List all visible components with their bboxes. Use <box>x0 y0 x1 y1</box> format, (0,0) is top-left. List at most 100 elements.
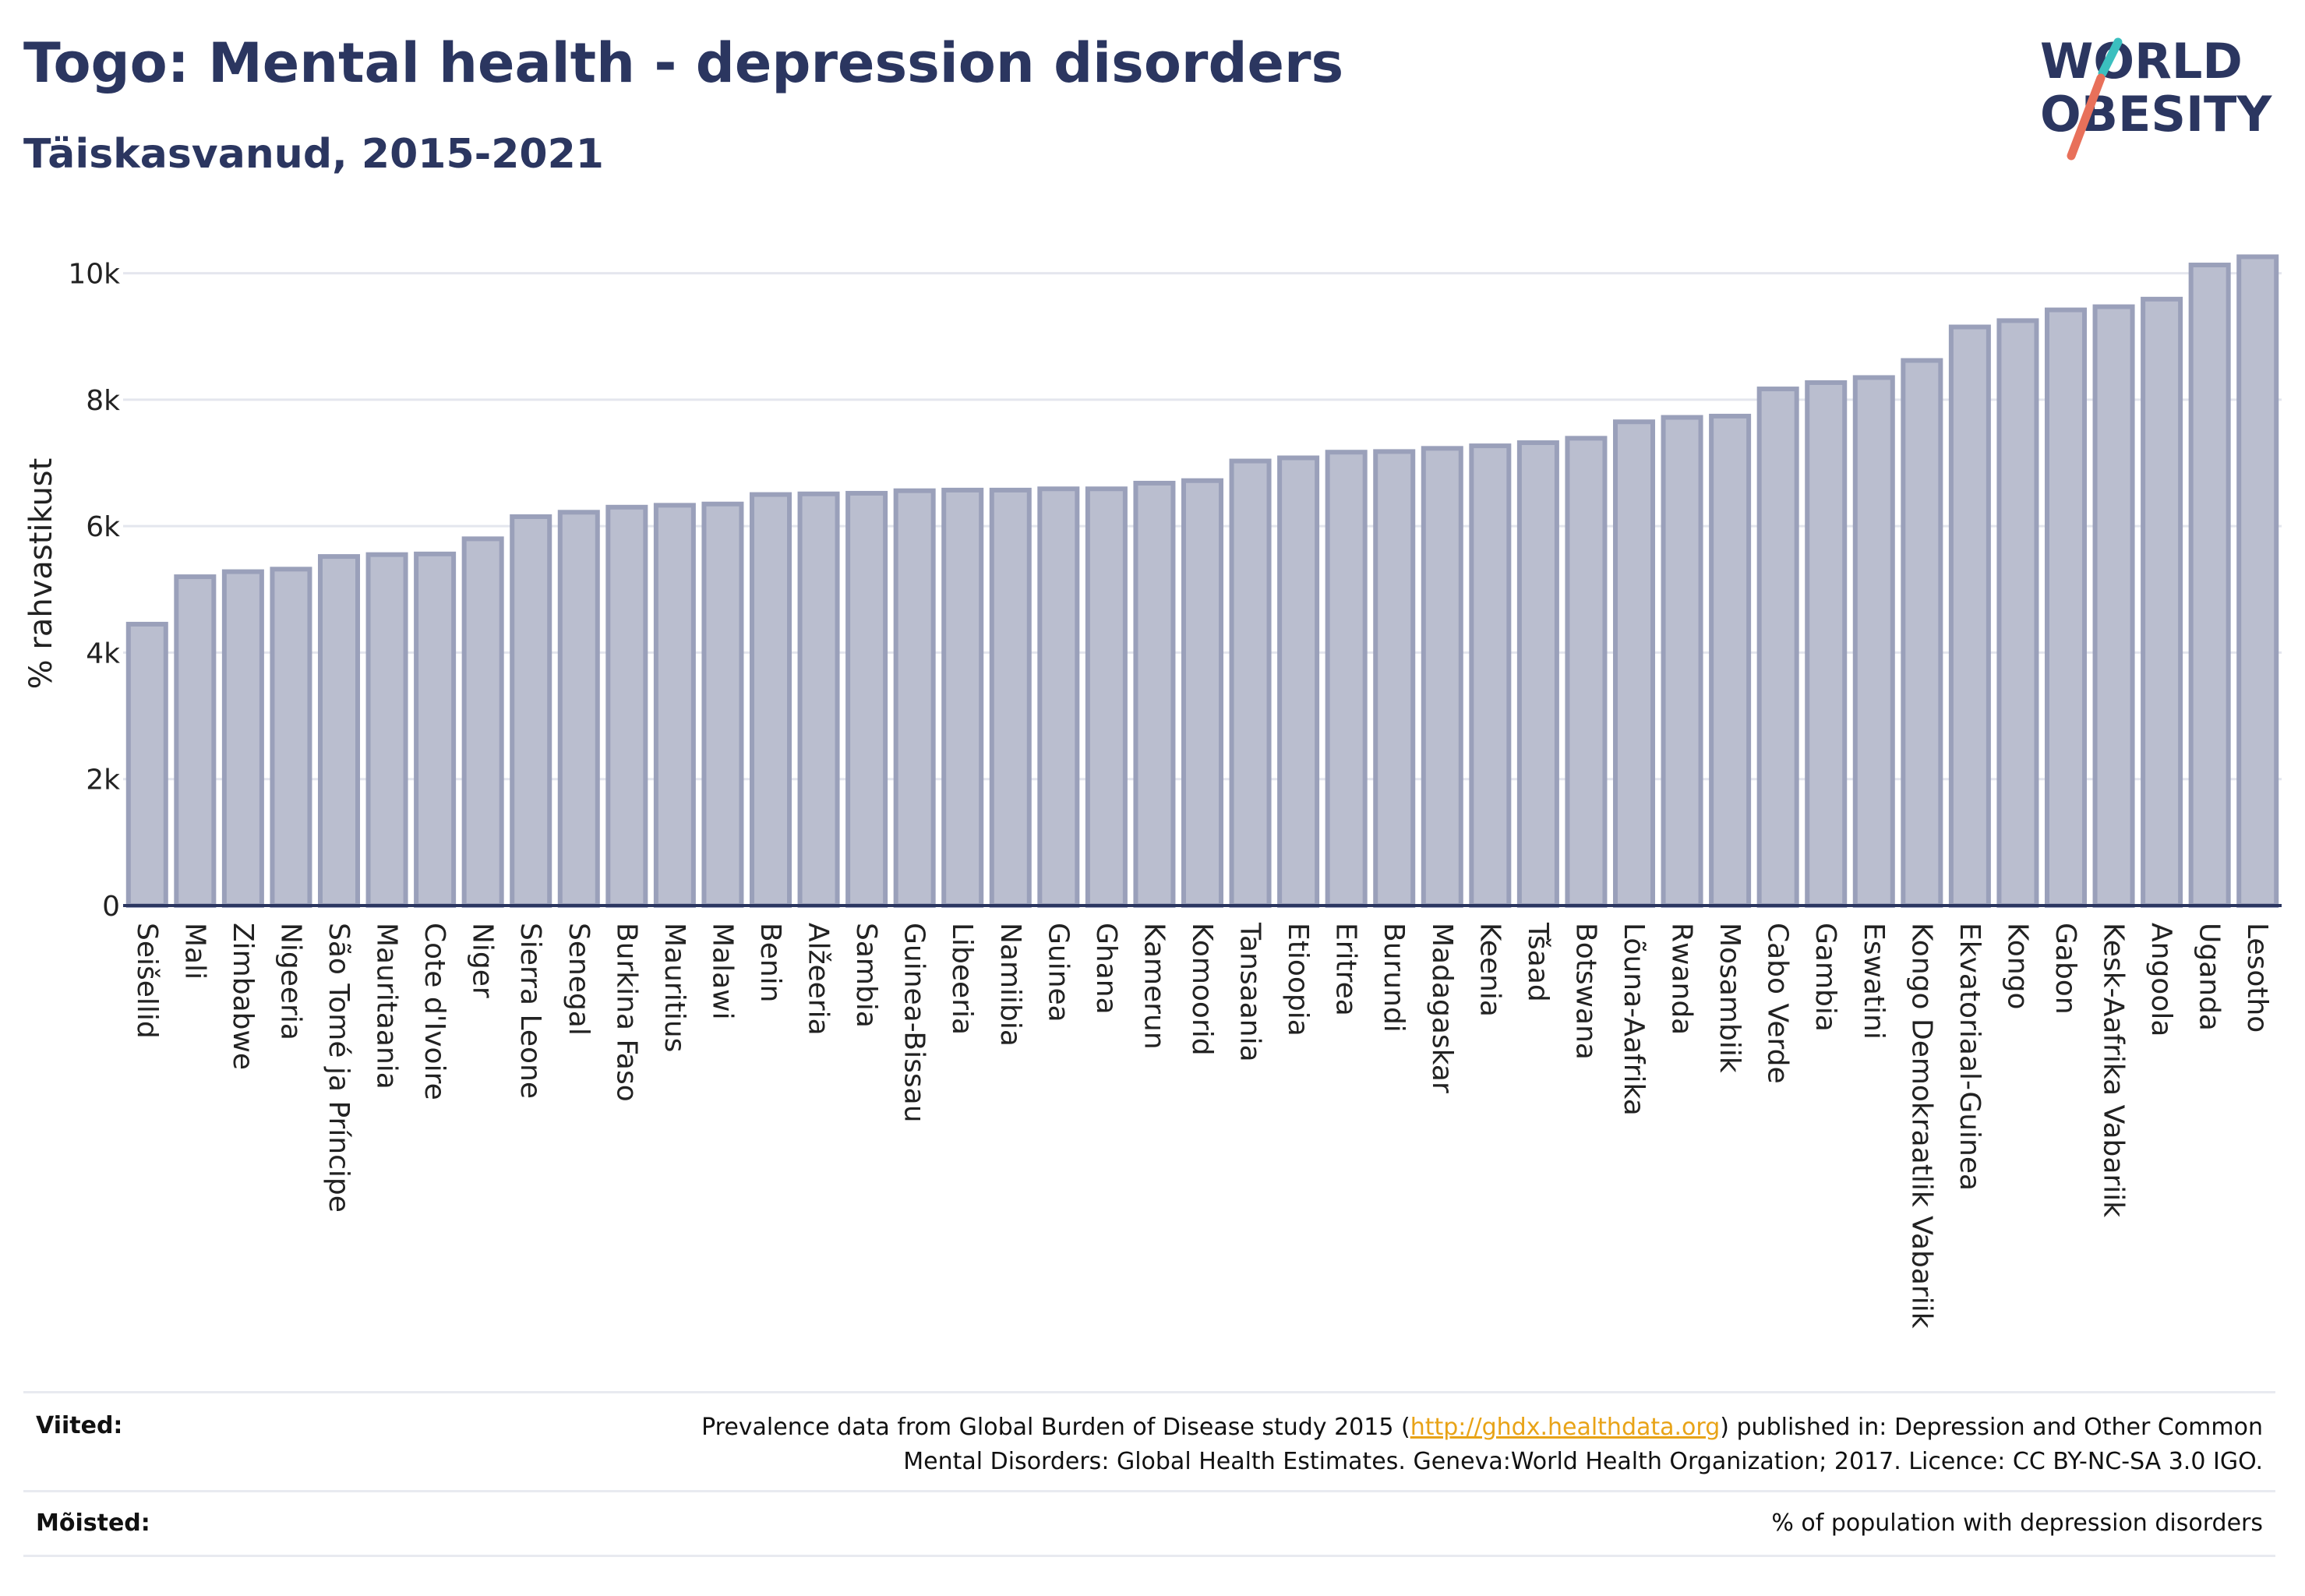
x-category-label: Rwanda <box>1666 923 1698 1035</box>
definitions-row: Mõisted: % of population with depression… <box>23 1490 2275 1557</box>
bar[interactable] <box>1805 380 1848 909</box>
footer: Viited: Prevalence data from Global Burd… <box>23 1391 2275 1557</box>
bar[interactable] <box>1948 324 1991 908</box>
bar[interactable] <box>414 551 457 908</box>
references-row: Viited: Prevalence data from Global Burd… <box>23 1391 2275 1490</box>
bar[interactable] <box>510 514 552 908</box>
bar[interactable] <box>1756 387 1799 908</box>
chart-title: Togo: Mental health - depression disorde… <box>23 31 1344 95</box>
bar[interactable] <box>461 536 504 908</box>
x-category-label: Burundi <box>1378 923 1410 1033</box>
x-category-label: Guinea <box>1042 923 1074 1022</box>
bar[interactable] <box>989 487 1032 908</box>
bar[interactable] <box>2092 304 2135 908</box>
x-category-label: Sambia <box>850 923 882 1028</box>
x-category-label: Kamerun <box>1138 923 1170 1050</box>
x-category-label: Namiibia <box>994 923 1026 1047</box>
bar[interactable] <box>174 574 217 908</box>
bar[interactable] <box>1612 419 1656 908</box>
bar[interactable] <box>701 501 744 908</box>
bar[interactable] <box>125 621 168 909</box>
x-category-label: Libeeria <box>946 923 978 1035</box>
x-category-label: Cote d'Ivoire <box>418 923 450 1100</box>
bars <box>125 254 2279 909</box>
y-axis-ticks: 0 2k 4k 6k 8k 10k <box>68 259 120 923</box>
x-category-label: Eswatini <box>1858 923 1890 1040</box>
bar[interactable] <box>1325 450 1368 908</box>
x-category-label: Gambia <box>1809 923 1841 1032</box>
x-category-label: Madagaskar <box>1426 923 1458 1093</box>
bar[interactable] <box>2141 296 2183 908</box>
y-tick-label: 4k <box>86 637 120 669</box>
bar[interactable] <box>653 503 696 908</box>
x-category-label: Mauritius <box>658 923 690 1052</box>
chart-subtitle: Täiskasvanud, 2015-2021 <box>23 131 604 178</box>
bar[interactable] <box>1469 443 1512 908</box>
bar[interactable] <box>1229 458 1272 908</box>
bar[interactable] <box>797 491 840 908</box>
x-category-label: Komoorid <box>1186 923 1218 1056</box>
bar[interactable] <box>270 567 312 908</box>
logo-slash-teal <box>2098 37 2123 78</box>
bar[interactable] <box>1373 449 1416 908</box>
x-category-label: Guinea-Bissau <box>898 923 930 1123</box>
x-category-label: Cabo Verde <box>1762 923 1794 1084</box>
x-category-label: Ghana <box>1090 923 1122 1015</box>
bar[interactable] <box>749 492 792 908</box>
source-link[interactable]: http://ghdx.healthdata.org <box>1410 1414 1721 1441</box>
x-category-label: Mauritaania <box>371 923 403 1089</box>
x-category-label: Uganda <box>2194 923 2226 1031</box>
bar[interactable] <box>2044 307 2088 908</box>
references-text-part1: Prevalence data from Global Burden of Di… <box>701 1414 1410 1441</box>
references-label: Viited: <box>36 1412 123 1439</box>
y-tick-label: 6k <box>86 511 120 543</box>
x-category-label: Ekvatoriaal-Guinea <box>1954 923 1986 1191</box>
bar[interactable] <box>365 552 408 909</box>
x-category-label: Gabon <box>2049 923 2081 1015</box>
y-tick-label: 0 <box>102 891 120 923</box>
bar[interactable] <box>893 488 936 908</box>
bar[interactable] <box>1085 486 1128 908</box>
bar[interactable] <box>1565 436 1608 908</box>
x-category-label: Seišellid <box>131 923 163 1039</box>
x-category-label: Angoola <box>2145 923 2177 1036</box>
bar[interactable] <box>2236 254 2279 908</box>
bar[interactable] <box>1181 478 1224 908</box>
x-category-label: Zimbabwe <box>227 923 259 1070</box>
bar[interactable] <box>1277 455 1320 908</box>
definitions-text: % of population with depression disorder… <box>1771 1509 2263 1537</box>
bar[interactable] <box>1661 415 1703 908</box>
x-category-label: Malawi <box>706 923 738 1020</box>
bar[interactable] <box>1516 440 1559 908</box>
bar[interactable] <box>941 487 984 908</box>
references-text-line2: Mental Disorders: Global Health Estimate… <box>903 1448 2263 1475</box>
x-category-label: Mali <box>178 923 210 980</box>
y-tick-label: 10k <box>68 259 120 291</box>
bar[interactable] <box>317 554 361 908</box>
x-category-label: Kongo <box>2001 923 2033 1010</box>
bar[interactable] <box>1421 446 1463 908</box>
x-category-label: Botswana <box>1569 923 1601 1060</box>
x-category-label: Alžeeria <box>803 923 835 1036</box>
x-category-label: Kongo Demokraatlik Vabariik <box>1905 923 1937 1329</box>
definitions-label: Mõisted: <box>36 1509 150 1537</box>
x-category-label: Niger <box>467 923 499 998</box>
bar[interactable] <box>1901 358 1943 908</box>
bar[interactable] <box>2188 263 2231 909</box>
logo-slash-coral <box>2067 73 2106 161</box>
logo-line1: WORLD <box>2040 33 2243 90</box>
bar[interactable] <box>1996 318 2039 908</box>
bar[interactable] <box>1133 480 1176 908</box>
bar[interactable] <box>845 490 888 908</box>
x-category-label: Burkina Faso <box>610 923 642 1102</box>
bar[interactable] <box>1709 413 1752 908</box>
bar[interactable] <box>605 504 648 908</box>
y-axis-title: % rahvastikust <box>23 458 59 690</box>
x-category-label: Etioopia <box>1282 923 1314 1036</box>
bar[interactable] <box>557 510 600 908</box>
x-category-label: Nigeeria <box>274 923 306 1040</box>
bar[interactable] <box>1852 375 1895 908</box>
x-category-label: Tšaad <box>1522 922 1554 1002</box>
bar[interactable] <box>1037 486 1080 908</box>
bar[interactable] <box>221 569 264 909</box>
